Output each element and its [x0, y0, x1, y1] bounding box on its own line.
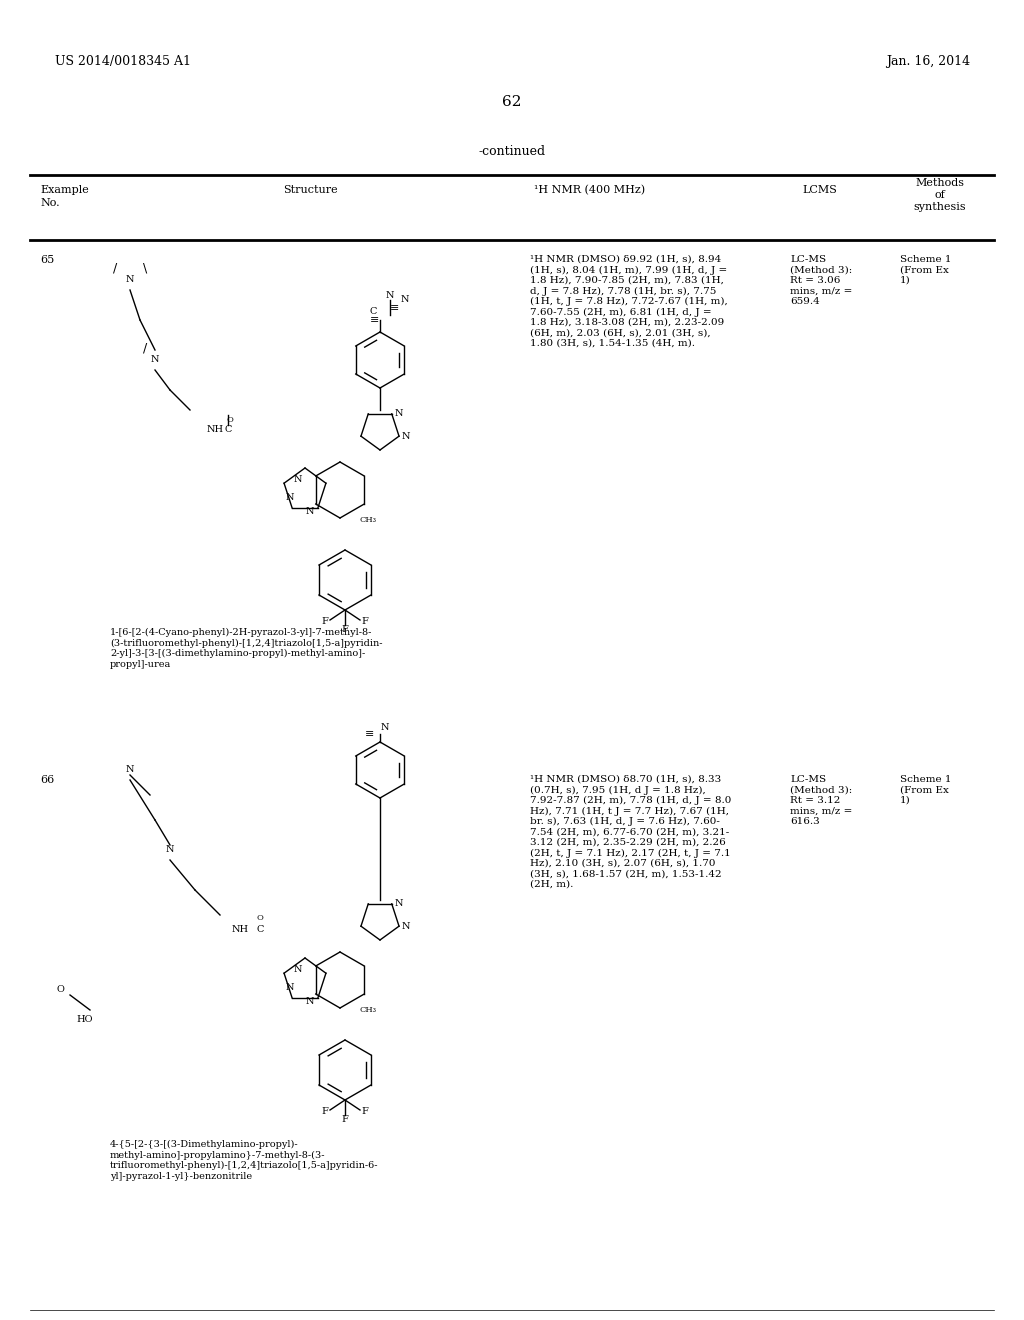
Text: \: \ — [143, 261, 147, 275]
Text: -continued: -continued — [478, 145, 546, 158]
Text: US 2014/0018345 A1: US 2014/0018345 A1 — [55, 55, 191, 69]
Text: Example: Example — [40, 185, 89, 195]
Text: Scheme 1
(From Ex
1): Scheme 1 (From Ex 1) — [900, 255, 951, 285]
Text: N: N — [294, 965, 302, 974]
Text: 1-[6-[2-(4-Cyano-phenyl)-2H-pyrazol-3-yl]-7-methyl-8-
(3-trifluoromethyl-phenyl): 1-[6-[2-(4-Cyano-phenyl)-2H-pyrazol-3-yl… — [110, 628, 383, 669]
Text: C: C — [224, 425, 231, 434]
Text: N: N — [294, 475, 302, 484]
Text: N: N — [381, 722, 389, 731]
Text: HO: HO — [77, 1015, 93, 1024]
Text: O: O — [257, 913, 263, 921]
Text: N: N — [306, 507, 314, 516]
Text: N: N — [402, 921, 411, 931]
Text: LC-MS
(Method 3):
Rt = 3.06
mins, m/z =
659.4: LC-MS (Method 3): Rt = 3.06 mins, m/z = … — [790, 255, 852, 306]
Text: Structure: Structure — [283, 185, 337, 195]
Text: 4-{5-[2-{3-[(3-Dimethylamino-propyl)-
methyl-amino]-propylamino}-7-methyl-8-(3-
: 4-{5-[2-{3-[(3-Dimethylamino-propyl)- me… — [110, 1140, 379, 1180]
Text: 65: 65 — [40, 255, 54, 265]
Text: ≡: ≡ — [390, 304, 399, 313]
Text: F: F — [342, 1115, 348, 1125]
Text: N: N — [286, 983, 294, 993]
Text: CH₃: CH₃ — [360, 516, 377, 524]
Text: ¹H NMR (400 MHz): ¹H NMR (400 MHz) — [535, 185, 645, 195]
Text: LC-MS
(Method 3):
Rt = 3.12
mins, m/z =
616.3: LC-MS (Method 3): Rt = 3.12 mins, m/z = … — [790, 775, 852, 825]
Text: NH: NH — [231, 925, 249, 935]
Text: CH₃: CH₃ — [360, 1006, 377, 1014]
Text: C: C — [370, 308, 377, 317]
Text: ¹H NMR (DMSO) δ9.92 (1H, s), 8.94
(1H, s), 8.04 (1H, m), 7.99 (1H, d, J =
1.8 Hz: ¹H NMR (DMSO) δ9.92 (1H, s), 8.94 (1H, s… — [530, 255, 728, 347]
Text: O: O — [226, 416, 233, 424]
Text: F: F — [322, 1107, 329, 1117]
Text: C: C — [256, 925, 264, 935]
Text: ≡: ≡ — [366, 729, 375, 739]
Text: 62: 62 — [502, 95, 522, 110]
Text: Methods: Methods — [915, 178, 965, 187]
Text: 66: 66 — [40, 775, 54, 785]
Text: F: F — [342, 626, 348, 635]
Text: N: N — [151, 355, 160, 364]
Text: LCMS: LCMS — [803, 185, 838, 195]
Text: synthesis: synthesis — [913, 202, 967, 213]
Text: /: / — [143, 342, 147, 355]
Text: N: N — [395, 899, 403, 908]
Text: F: F — [361, 618, 369, 627]
Text: N: N — [400, 296, 410, 305]
Text: F: F — [361, 1107, 369, 1117]
Text: N: N — [395, 409, 403, 418]
Text: Scheme 1
(From Ex
1): Scheme 1 (From Ex 1) — [900, 775, 951, 805]
Text: No.: No. — [40, 198, 59, 209]
Text: /: / — [113, 261, 117, 275]
Text: N: N — [402, 432, 411, 441]
Text: N: N — [166, 846, 174, 854]
Text: ¹H NMR (DMSO) δ8.70 (1H, s), 8.33
(0.7H, s), 7.95 (1H, d J = 1.8 Hz),
7.92-7.87 : ¹H NMR (DMSO) δ8.70 (1H, s), 8.33 (0.7H,… — [530, 775, 731, 888]
Text: N: N — [126, 766, 134, 775]
Text: N: N — [386, 290, 394, 300]
Text: NH: NH — [207, 425, 223, 434]
Text: of: of — [935, 190, 945, 201]
Text: Jan. 16, 2014: Jan. 16, 2014 — [886, 55, 970, 69]
Text: F: F — [322, 618, 329, 627]
Text: N: N — [306, 998, 314, 1006]
Text: N: N — [286, 494, 294, 503]
Text: ≡: ≡ — [371, 315, 380, 325]
Text: O: O — [56, 986, 63, 994]
Text: N: N — [126, 276, 134, 285]
